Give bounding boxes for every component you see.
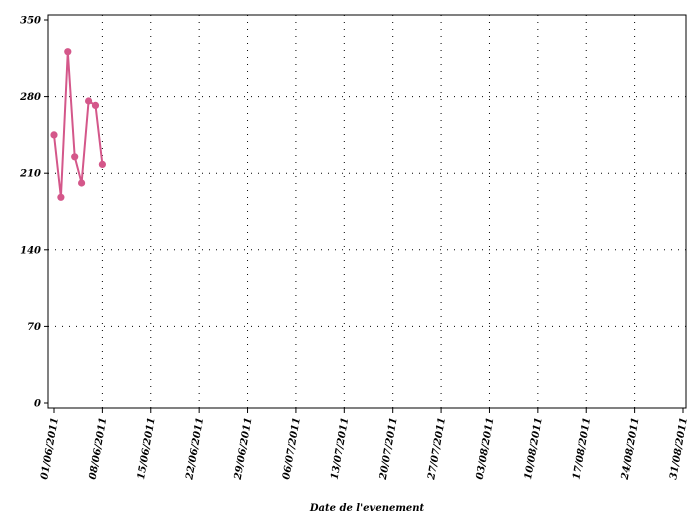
- y-tick-label: 0: [34, 399, 41, 410]
- data-point: [91, 101, 100, 109]
- x-tick-label: 24/08/2011: [620, 417, 642, 482]
- x-tick-label: 20/07/2011: [378, 417, 400, 482]
- y-tick-label: 350: [20, 16, 41, 27]
- x-tick-label: 27/07/2011: [426, 417, 448, 482]
- x-axis-title: Date de l'evenement: [309, 503, 425, 514]
- x-tick-label: 15/06/2011: [136, 417, 158, 481]
- x-tick-label: 29/06/2011: [233, 417, 255, 482]
- x-tick-label: 31/08/2011: [668, 417, 690, 481]
- series-layer: [50, 48, 106, 201]
- x-axis: 01/06/2011 08/06/2011 15/06/2011 22/06/2011…: [39, 408, 690, 482]
- data-point: [98, 160, 106, 168]
- data-point: [78, 179, 86, 187]
- y-tick-label: 140: [20, 245, 41, 256]
- x-tick-label: 06/07/2011: [281, 417, 303, 481]
- grid: [48, 15, 686, 408]
- y-axis: 0 70 140 210 280 350: [19, 16, 48, 410]
- x-tick-label: 22/06/2011: [184, 417, 206, 482]
- x-tick-label: 13/07/2011: [329, 417, 351, 481]
- y-tick-label: 210: [19, 169, 41, 180]
- y-tick-label: 280: [19, 92, 41, 103]
- x-tick-label: 10/08/2011: [523, 417, 545, 481]
- data-point: [50, 131, 58, 139]
- x-tick-label: 01/06/2011: [39, 417, 61, 481]
- plot-frame: [47, 14, 687, 409]
- y-tick-label: 70: [27, 322, 41, 333]
- series-line: [53, 50, 104, 199]
- x-tick-label: 03/08/2011: [475, 417, 497, 481]
- data-point: [85, 97, 93, 105]
- x-tick-label: 08/06/2011: [88, 417, 110, 481]
- x-tick-label: 17/08/2011: [571, 417, 593, 481]
- data-point: [57, 193, 65, 201]
- data-point: [71, 153, 79, 161]
- data-point: [64, 48, 72, 56]
